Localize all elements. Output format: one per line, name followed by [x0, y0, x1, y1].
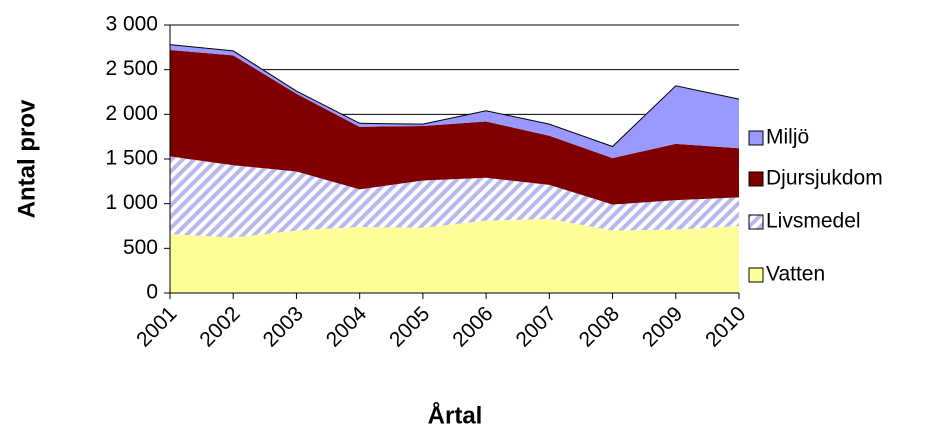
legend-label: Vatten	[766, 263, 825, 286]
legend-label: Livsmedel	[766, 210, 861, 233]
legend-swatch	[748, 171, 764, 187]
y-tick-label: 3 000	[105, 13, 158, 36]
x-tick-label: 2001	[132, 302, 181, 351]
y-tick-label: 500	[123, 236, 158, 259]
area	[170, 156, 739, 238]
y-axis-title: Antal prov	[13, 99, 40, 218]
y-tick-label: 1 000	[105, 191, 158, 214]
x-tick-label: 2006	[448, 302, 497, 351]
x-tick-label: 2009	[638, 302, 687, 351]
legend-label: Miljö	[766, 126, 809, 149]
x-axis-title: Årtal	[428, 401, 483, 429]
x-tick-label: 2005	[385, 302, 434, 351]
legend-swatch	[748, 267, 764, 283]
x-tick-label: 2008	[575, 302, 624, 351]
y-tick-label: 0	[146, 281, 158, 304]
area	[170, 218, 739, 293]
legend-label: Djursjukdom	[766, 167, 883, 190]
y-tick-label: 2 500	[105, 57, 158, 80]
x-tick-label: 2010	[701, 302, 750, 351]
x-tick-label: 2004	[322, 302, 372, 352]
x-tick-label: 2003	[259, 302, 308, 351]
y-tick-label: 1 500	[105, 147, 158, 170]
legend-swatch	[748, 130, 764, 146]
x-tick-label: 2002	[195, 302, 244, 351]
legend-swatch	[748, 214, 764, 230]
x-tick-label: 2007	[511, 302, 560, 351]
area-top-line	[169, 44, 740, 148]
area	[170, 50, 739, 205]
y-tick-label: 2 000	[105, 102, 158, 125]
